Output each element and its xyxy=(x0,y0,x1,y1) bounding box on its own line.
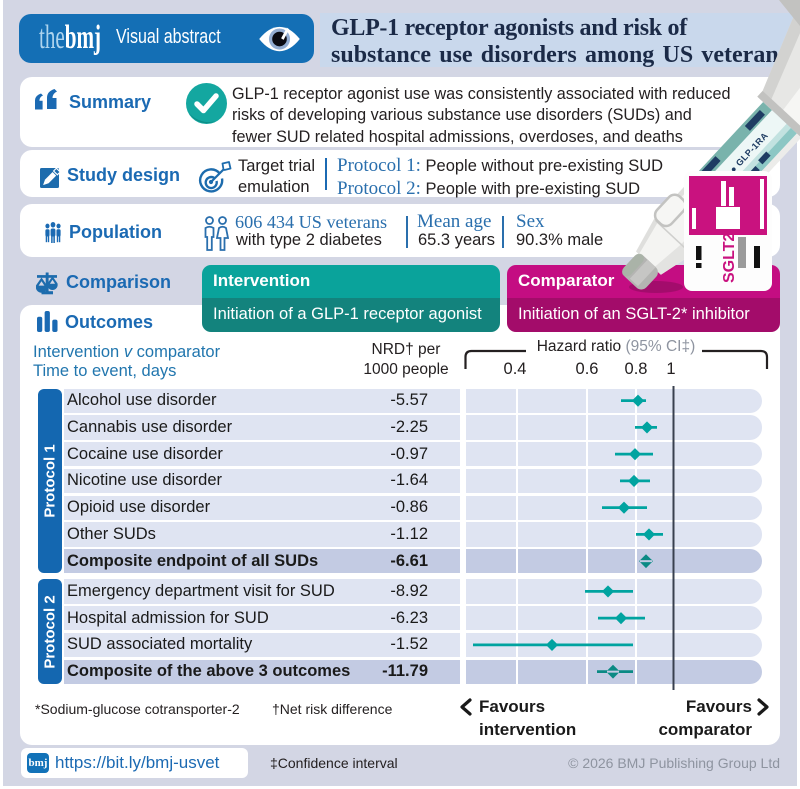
svg-text:SGLT2: SGLT2 xyxy=(721,233,738,283)
